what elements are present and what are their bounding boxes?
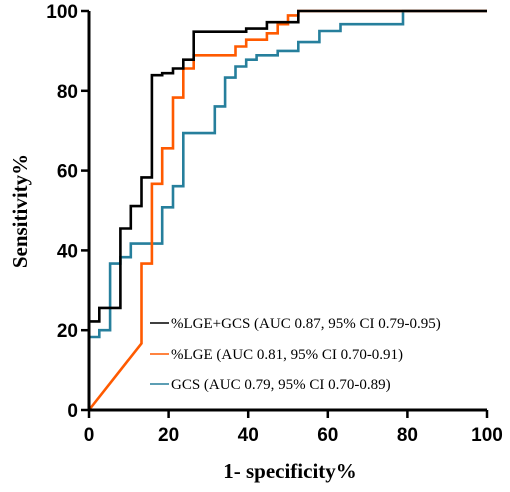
legend-label: %LGE (AUC 0.81, 95% CI 0.70-0.91): [171, 347, 403, 363]
x-tick-label: 20: [158, 425, 179, 446]
x-tick-label: 100: [471, 425, 503, 446]
roc-curves: [87, 9, 487, 411]
x-tick-label: 60: [317, 425, 338, 446]
x-tick-label: 0: [84, 425, 95, 446]
y-tick-label: 60: [57, 162, 78, 183]
y-tick-label: 0: [67, 401, 78, 422]
legend-label: GCS (AUC 0.79, 95% CI 0.70-0.89): [171, 377, 391, 393]
y-tick-label: 80: [57, 82, 78, 103]
roc-curve-1: [87, 9, 487, 411]
y-tick-label: 100: [46, 2, 78, 23]
legend: %LGE+GCS (AUC 0.87, 95% CI 0.79-0.95) %LG…: [150, 316, 441, 393]
roc-curve-0: [87, 9, 487, 410]
x-tick-label: 80: [397, 425, 418, 446]
y-axis-title: Sensitivity%: [8, 154, 32, 268]
y-axis-ticks: 0 20 40 60 80 100: [46, 2, 89, 422]
legend-label: %LGE+GCS (AUC 0.87, 95% CI 0.79-0.95): [171, 316, 441, 332]
x-axis-ticks: 0 20 40 60 80 100: [84, 410, 503, 446]
y-tick-label: 20: [57, 321, 78, 342]
x-tick-label: 40: [238, 425, 259, 446]
x-axis-title: 1- specificity%: [223, 459, 357, 483]
y-tick-label: 40: [57, 241, 78, 262]
